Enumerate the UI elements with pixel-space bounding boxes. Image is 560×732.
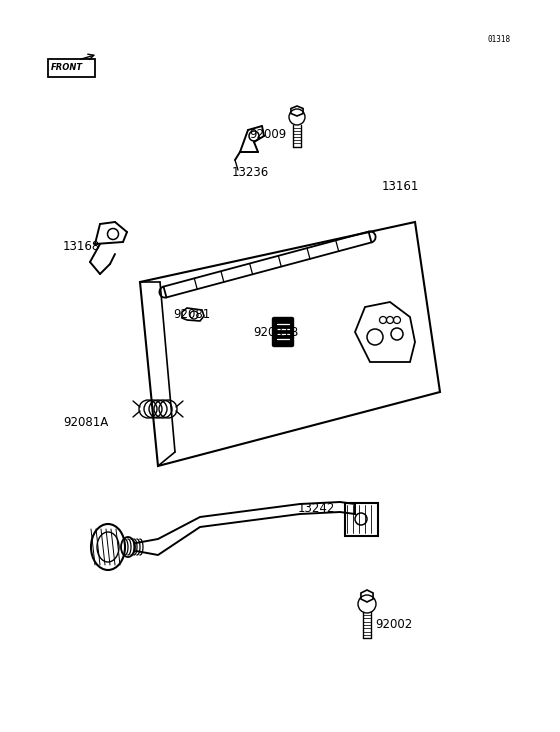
Text: 01318: 01318 [487, 34, 510, 43]
Text: 13168: 13168 [63, 239, 100, 253]
Text: 13161: 13161 [382, 181, 419, 193]
Text: 92081B: 92081B [253, 326, 298, 338]
Text: 13242: 13242 [298, 502, 335, 515]
Text: 92009: 92009 [249, 127, 287, 141]
Text: 13236: 13236 [232, 165, 269, 179]
Text: 92081: 92081 [173, 308, 210, 321]
Text: 92081A: 92081A [63, 416, 108, 428]
FancyBboxPatch shape [48, 59, 95, 77]
Text: 92002: 92002 [375, 619, 412, 632]
FancyBboxPatch shape [273, 318, 293, 346]
Text: FRONT: FRONT [51, 62, 83, 72]
FancyBboxPatch shape [344, 502, 377, 536]
